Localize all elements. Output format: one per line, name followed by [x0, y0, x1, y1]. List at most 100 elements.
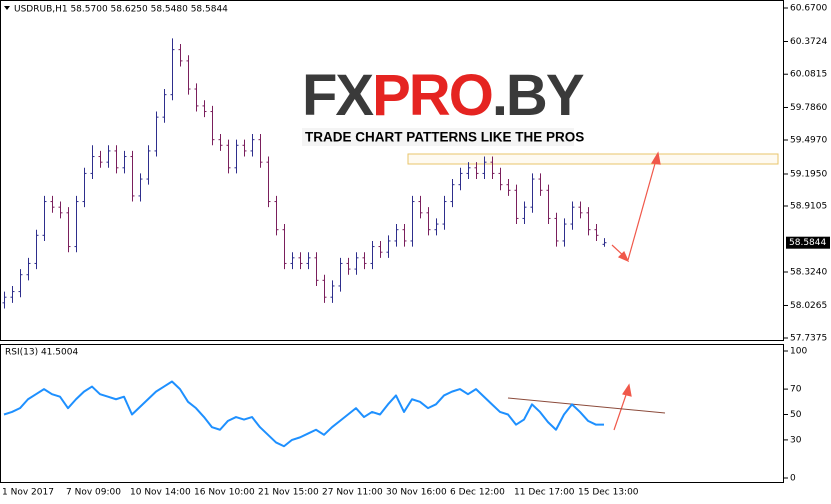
logo-part: .BY — [492, 63, 584, 128]
ohlc-bar — [538, 173, 543, 196]
ohlc-bar — [250, 134, 255, 157]
x-tick-label: 27 Nov 11:00 — [322, 488, 383, 498]
ohlc-bar — [42, 195, 47, 241]
ohlc-bar — [546, 184, 551, 225]
ohlc-bar — [490, 156, 495, 180]
arrow-line — [613, 391, 628, 431]
ohlc-bar — [466, 162, 471, 180]
ohlc-bar — [178, 44, 183, 67]
ohlc-bar — [394, 224, 399, 247]
tagline-bg — [302, 128, 574, 146]
arrow-head — [622, 383, 632, 397]
x-tick-label: 1 Nov 2017 — [2, 488, 54, 498]
y-tick-label: 60.0815 — [790, 70, 827, 80]
ohlc-bar — [354, 252, 359, 275]
x-tick-label: 10 Nov 14:00 — [130, 488, 191, 498]
ohlc-bar — [82, 167, 87, 208]
forecast-arrows — [611, 151, 661, 431]
ohlc-bar — [226, 139, 231, 174]
rsi-panel — [0, 344, 784, 483]
price-panel — [0, 0, 784, 341]
ohlc-bar — [218, 134, 223, 151]
arrow-head — [617, 250, 630, 263]
arrow-line — [627, 159, 657, 261]
resistance-zone — [407, 153, 779, 165]
y-tick-label: 50 — [790, 410, 802, 420]
x-tick-label: 6 Dec 12:00 — [450, 488, 505, 498]
menu-arrow — [4, 6, 10, 10]
rsi-title: RSI(13) 41.5004 — [5, 348, 78, 358]
ohlc-bar — [234, 139, 239, 174]
ohlc-bar — [194, 83, 199, 112]
ohlc-bar — [114, 145, 119, 174]
ohlc-bar — [322, 274, 327, 303]
ohlc-bar — [242, 139, 247, 157]
ohlc-bar — [66, 207, 71, 253]
ohlc-bar — [434, 218, 439, 236]
y-tick-label: 59.4970 — [790, 136, 827, 146]
ohlc-bar — [146, 145, 151, 185]
y-tick-label: 59.1950 — [790, 169, 827, 179]
ohlc-bar — [58, 201, 63, 219]
y-tick-label: 60.6700 — [790, 4, 827, 14]
ohlc-bar — [498, 167, 503, 191]
logo-part: FX — [302, 63, 374, 128]
y-tick-label: 58.3240 — [790, 268, 827, 278]
x-tick-label: 30 Nov 16:00 — [386, 488, 447, 498]
ohlc-bar — [362, 252, 367, 270]
ohlc-bar — [106, 145, 111, 168]
x-tick-label: 15 Dec 13:00 — [578, 488, 639, 498]
y-tick-label: 59.7860 — [790, 103, 827, 113]
logo-part: PRO — [372, 63, 492, 128]
tagline: TRADE CHART PATTERNS LIKE THE PROS — [305, 130, 584, 145]
symbol-info: USDRUB,H1 58.5700 58.6250 58.5480 58.584… — [14, 5, 228, 15]
ohlc-bar — [258, 134, 263, 168]
ohlc-bar — [594, 224, 599, 241]
y-tick-label: 58.0265 — [790, 301, 827, 311]
ohlc-bar — [122, 150, 127, 174]
ohlc-bar — [570, 201, 575, 230]
y-tick-label: 58.9105 — [790, 202, 827, 212]
last-price-label: 58.5844 — [789, 238, 826, 248]
y-tick-label: 57.7375 — [790, 334, 827, 344]
ohlc-bar — [90, 145, 95, 180]
ohlc-bar — [154, 111, 159, 157]
ohlc-bar — [578, 201, 583, 219]
ohlc-bar — [306, 252, 311, 270]
y-tick-label: 100 — [790, 347, 807, 357]
ohlc-bar — [562, 218, 567, 247]
logo: FXPRO.BY — [302, 63, 584, 128]
ohlc-bar — [602, 238, 607, 247]
ohlc-bar — [514, 184, 519, 225]
ohlc-bar — [98, 150, 103, 168]
ohlc-bar — [450, 179, 455, 208]
ohlc-bar — [458, 167, 463, 191]
ohlc-bar — [506, 179, 511, 196]
ohlc-bar — [442, 195, 447, 230]
ohlc-bar — [586, 207, 591, 236]
x-tick-label: 21 Nov 15:00 — [258, 488, 319, 498]
ohlc-bar — [130, 150, 135, 202]
ohlc-bar — [426, 207, 431, 236]
ohlc-bar — [290, 252, 295, 270]
rsi-line — [3, 380, 604, 448]
ohlc-bar — [186, 55, 191, 95]
ohlc-bar — [18, 269, 23, 298]
ohlc-bar — [482, 156, 487, 180]
rsi-trendline — [507, 397, 666, 414]
ohlc-bar — [138, 173, 143, 202]
x-tick-label: 7 Nov 09:00 — [66, 488, 121, 498]
y-tick-label: 0 — [790, 474, 796, 484]
ohlc-bar — [50, 195, 55, 213]
ohlc-bar — [162, 89, 167, 123]
ohlc-bar — [402, 224, 407, 247]
ohlc-bar — [330, 280, 335, 303]
ohlc-bar — [418, 195, 423, 219]
y-tick-label: 60.3724 — [790, 37, 827, 47]
ohlc-bar — [202, 100, 207, 118]
x-tick-label: 11 Dec 17:00 — [514, 488, 575, 498]
watermark: FXPRO.BY TRADE CHART PATTERNS LIKE THE P… — [302, 63, 586, 146]
ohlc-bar — [530, 173, 535, 213]
